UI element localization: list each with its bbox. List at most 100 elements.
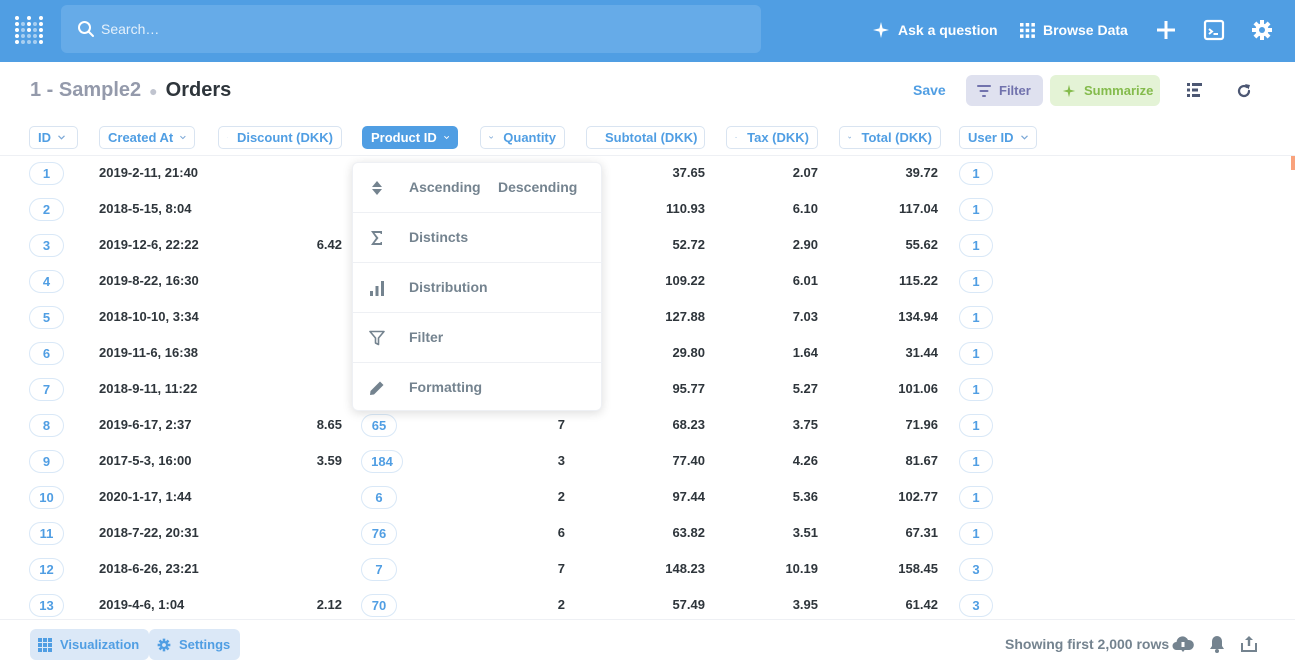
sort-descending-option[interactable]: Descending [498, 179, 578, 195]
metabase-logo-icon[interactable] [14, 14, 44, 46]
table-name[interactable]: Orders [165, 79, 232, 101]
chevron-down-icon [443, 135, 449, 140]
user-id-cell[interactable]: 1 [959, 342, 993, 365]
product-id-cell[interactable]: 6 [361, 486, 397, 509]
user-id-cell[interactable]: 1 [959, 306, 993, 329]
table-grid-icon [38, 637, 52, 652]
product-id-cell[interactable]: 70 [361, 594, 397, 617]
browse-data-button[interactable]: Browse Data [1020, 18, 1128, 42]
id-cell[interactable]: 8 [29, 414, 64, 437]
table-row: 10 2020-1-17, 1:44 6 2 97.44 5.36 102.77… [0, 479, 1050, 515]
column-header-user-id[interactable]: User ID [959, 126, 1037, 149]
user-id-cell[interactable]: 1 [959, 450, 993, 473]
column-label: Created At [108, 130, 174, 145]
created-at-cell: 2019-8-22, 16:30 [99, 273, 199, 288]
funnel-icon [369, 330, 385, 346]
distincts-option[interactable]: Distincts [353, 213, 603, 263]
scrollbar-marker[interactable] [1291, 156, 1295, 170]
discount-cell [240, 155, 342, 191]
tax-cell: 3.95 [792, 597, 818, 612]
user-id-cell[interactable]: 1 [959, 378, 993, 401]
column-header-product-id[interactable]: Product ID [362, 126, 458, 149]
id-cell[interactable]: 10 [29, 486, 64, 509]
table-row: 8 2019-6-17, 2:37 8.65 65 7 68.23 3.75 7… [0, 407, 1050, 443]
product-id-cell[interactable]: 65 [361, 414, 397, 437]
filter-label: Filter [999, 83, 1031, 98]
save-button[interactable]: Save [913, 82, 946, 98]
created-at-cell: 2020-1-17, 1:44 [99, 489, 192, 504]
user-id-cell[interactable]: 3 [959, 558, 993, 581]
id-cell[interactable]: 6 [29, 342, 64, 365]
plus-icon[interactable] [1155, 19, 1177, 41]
database-name[interactable]: 1 - Sample2 [30, 79, 142, 101]
user-id-cell[interactable]: 1 [959, 198, 993, 221]
distincts-label: Distincts [409, 229, 469, 245]
notebook-icon[interactable] [1187, 83, 1203, 97]
tax-cell: 3.75 [792, 417, 818, 432]
column-label: Discount (DKK) [236, 130, 333, 145]
column-header-tax[interactable]: Tax (DKK) [726, 126, 818, 149]
column-header-created-at[interactable]: Created At [99, 126, 195, 149]
total-cell: 134.94 [898, 309, 938, 324]
visualization-button[interactable]: Visualization [30, 629, 150, 660]
id-cell[interactable]: 1 [29, 162, 64, 185]
product-id-cell[interactable]: 184 [361, 450, 403, 473]
column-header-quantity[interactable]: Quantity [480, 126, 565, 149]
subtotal-cell: 29.80 [672, 345, 705, 360]
id-cell[interactable]: 9 [29, 450, 64, 473]
user-id-cell[interactable]: 1 [959, 270, 993, 293]
column-header-discount[interactable]: Discount (DKK) [218, 126, 342, 149]
settings-button[interactable]: Settings [149, 629, 241, 660]
user-id-cell[interactable]: 3 [959, 594, 993, 617]
user-id-cell[interactable]: 1 [959, 522, 993, 545]
download-icon[interactable] [1172, 635, 1194, 653]
distribution-option[interactable]: Distribution [353, 263, 603, 313]
quantity-cell: 2 [557, 597, 565, 612]
gear-icon[interactable] [1251, 19, 1273, 41]
column-label: Subtotal (DKK) [605, 130, 698, 145]
chevron-down-icon [489, 136, 494, 139]
id-cell[interactable]: 4 [29, 270, 64, 293]
share-icon[interactable] [1240, 635, 1258, 653]
discount-cell [240, 191, 342, 227]
id-cell[interactable]: 11 [29, 522, 64, 545]
subtotal-cell: 68.23 [672, 417, 705, 432]
formatting-option[interactable]: Formatting [353, 363, 603, 413]
id-cell[interactable]: 2 [29, 198, 64, 221]
discount-cell [240, 515, 342, 551]
id-cell[interactable]: 5 [29, 306, 64, 329]
user-id-cell[interactable]: 1 [959, 162, 993, 185]
summarize-button[interactable]: Summarize [1050, 75, 1160, 106]
native-query-icon[interactable] [1203, 19, 1225, 41]
id-cell[interactable]: 13 [29, 594, 64, 617]
sort-ascending-option[interactable]: Ascending [409, 179, 481, 195]
sparkle-icon [1062, 84, 1076, 97]
subtotal-cell: 77.40 [672, 453, 705, 468]
total-cell: 115.22 [898, 273, 938, 288]
bell-icon[interactable] [1209, 635, 1225, 653]
ask-question-button[interactable]: Ask a question [872, 18, 998, 42]
user-id-cell[interactable]: 1 [959, 234, 993, 257]
summarize-label: Summarize [1084, 83, 1154, 98]
filter-option[interactable]: Filter [353, 313, 603, 363]
product-id-cell[interactable]: 7 [361, 558, 397, 581]
tax-cell: 6.01 [792, 273, 818, 288]
id-cell[interactable]: 12 [29, 558, 64, 581]
user-id-cell[interactable]: 1 [959, 414, 993, 437]
user-id-cell[interactable]: 1 [959, 486, 993, 509]
top-nav-bar: Search… Ask a question Browse Data [0, 0, 1295, 62]
column-header-total[interactable]: Total (DKK) [839, 126, 941, 149]
subtotal-cell: 127.88 [665, 309, 705, 324]
column-header-id[interactable]: ID [29, 126, 78, 149]
column-header-subtotal[interactable]: Subtotal (DKK) [586, 126, 705, 149]
id-cell[interactable]: 7 [29, 378, 64, 401]
total-cell: 61.42 [905, 597, 938, 612]
filter-button[interactable]: Filter [966, 75, 1043, 106]
id-cell[interactable]: 3 [29, 234, 64, 257]
subtotal-cell: 97.44 [672, 489, 705, 504]
refresh-icon[interactable] [1236, 83, 1252, 99]
product-id-cell[interactable]: 76 [361, 522, 397, 545]
total-cell: 158.45 [898, 561, 938, 576]
search-input[interactable]: Search… [61, 5, 761, 53]
breadcrumb-separator: ● [149, 82, 158, 99]
